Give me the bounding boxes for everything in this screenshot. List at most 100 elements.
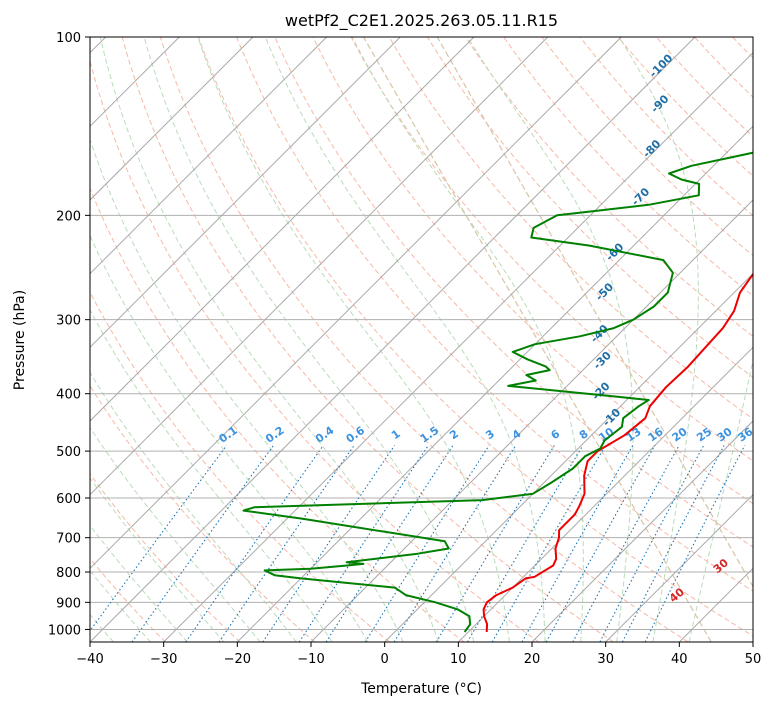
y-tick-label: 700 [56,532,81,547]
moist-adiabat-line [90,477,225,642]
isotherm-line [605,493,753,642]
dry-adiabat-line [121,37,614,642]
mixing-ratio-label: 4 [510,427,524,442]
dewpoint-profile-line [242,151,753,633]
background-lines [90,37,775,642]
isotherm-line [163,51,753,642]
dry-adiabat-line [159,37,689,642]
moist-adiabat-line [618,37,699,642]
isotherm-line [90,37,475,422]
moist-adiabat-line [143,37,475,642]
y-tick-label: 800 [56,566,81,581]
x-tick-label: −30 [150,652,177,667]
mixing-ratio-line [185,445,324,642]
mixing-ratio-label: 0.1 [217,424,240,446]
y-tick-label: 600 [56,492,81,507]
isotherm-line [531,420,753,642]
dry-adiabat-line [656,37,753,138]
isotherm-line [384,272,753,642]
y-tick-label: 200 [56,209,81,224]
dry-adiabat-line [90,291,390,642]
mixing-ratio-line [621,445,725,642]
mixing-ratio-line [298,445,429,642]
isotherm-line [90,37,401,349]
dry-adiabat-line [90,59,540,642]
reference-curve-line [436,37,753,588]
plot-frame [89,36,754,643]
y-axis: 1000 900 800 700 600 500 400 300 200 100 [48,31,90,638]
mixing-ratio-line [218,445,355,642]
isotherm-lines [90,37,753,642]
mixing-ratio-line [545,445,656,642]
temperature-profile-line [482,272,753,633]
mixing-ratio-line [262,445,396,642]
moist-adiabat-line [90,137,404,642]
y-tick-label: 400 [56,388,81,403]
isotherm-line [90,37,254,201]
dry-adiabat-line [771,37,775,642]
mixing-ratio-line [90,445,228,632]
mixing-ratio-line [325,445,454,642]
plot-area: 0.1 0.2 0.4 0.6 1 1.5 2 3 4 6 8 10 13 16 20 25 30 36-100-… [90,37,775,642]
moist-adiabat-label: -100 [647,51,676,80]
dry-adiabat-line [732,37,753,59]
mixing-ratio-lines [90,445,746,642]
mixing-ratio-line [435,445,555,642]
mixing-ratio-line [644,445,746,642]
moist-adiabat-label: -90 [648,92,671,115]
y-tick-label: 100 [56,31,81,46]
isotherm-line [90,37,622,570]
y-tick-label: 900 [56,596,81,611]
x-tick-label: 0 [381,652,389,667]
dry-adiabat-line [90,472,241,642]
chart-title: wetPf2_C2E1.2025.263.05.11.R15 [285,11,558,31]
moist-adiabat-line [90,309,333,642]
dry-adiabat-line [236,37,753,592]
mixing-ratio-label: 0.2 [263,424,286,446]
mixing-ratio-line [364,445,490,642]
x-tick-label: 50 [745,652,762,667]
mixing-ratio-line [131,445,274,642]
dry-adiabat-line [274,37,753,548]
mixing-ratio-label: 2 [447,427,461,442]
mixing-ratio-label: 3 [483,427,497,442]
moist-adiabat-line [90,426,261,642]
isotherm-line [90,37,549,496]
dry-adiabat-line [90,186,465,642]
x-tick-label: −10 [297,652,324,667]
isotherm-line [236,125,753,642]
x-axis: −40 −30 −20 −10 0 10 20 30 40 50 [76,642,761,667]
x-tick-label: −40 [76,652,103,667]
sounding-series [242,151,753,633]
isotherm-line [457,346,753,642]
mixing-ratio-line [599,445,705,642]
y-tick-label: 300 [56,314,81,329]
moist-adiabat-line [351,37,584,642]
mixing-ratio-line [572,445,680,642]
mixing-ratio-label: 1.5 [418,424,441,446]
dry-adiabat-line [90,384,316,642]
dry-adiabat-line [350,37,753,462]
moist-adiabat-label: -80 [640,137,663,160]
moist-adiabat-line [90,371,297,642]
mixing-ratio-label: 0.4 [313,424,337,446]
x-tick-label: 40 [671,652,688,667]
mixing-ratio-label: 6 [549,427,563,442]
dry-adiabat-line [426,37,753,378]
x-tick-label: 10 [450,652,467,667]
x-axis-title: Temperature (°C) [360,681,482,697]
moist-adiabat-line [264,37,546,642]
moist-adiabat-label: -30 [591,349,614,372]
y-axis-title: Pressure (hPa) [12,290,28,390]
dry-adiabat-line [579,37,753,217]
mixing-ratio-label: 16 [646,425,666,445]
mixing-ratio-label: 36 [735,425,755,445]
mixing-ratio-line [393,445,517,642]
x-tick-label: 20 [524,652,541,667]
isotherm-line [90,37,696,642]
dry-adiabat-label: 20 [757,525,775,545]
moist-adiabat-line [688,357,753,642]
dry-adiabat-label: 30 [711,556,731,576]
isotherm-line [310,199,753,642]
